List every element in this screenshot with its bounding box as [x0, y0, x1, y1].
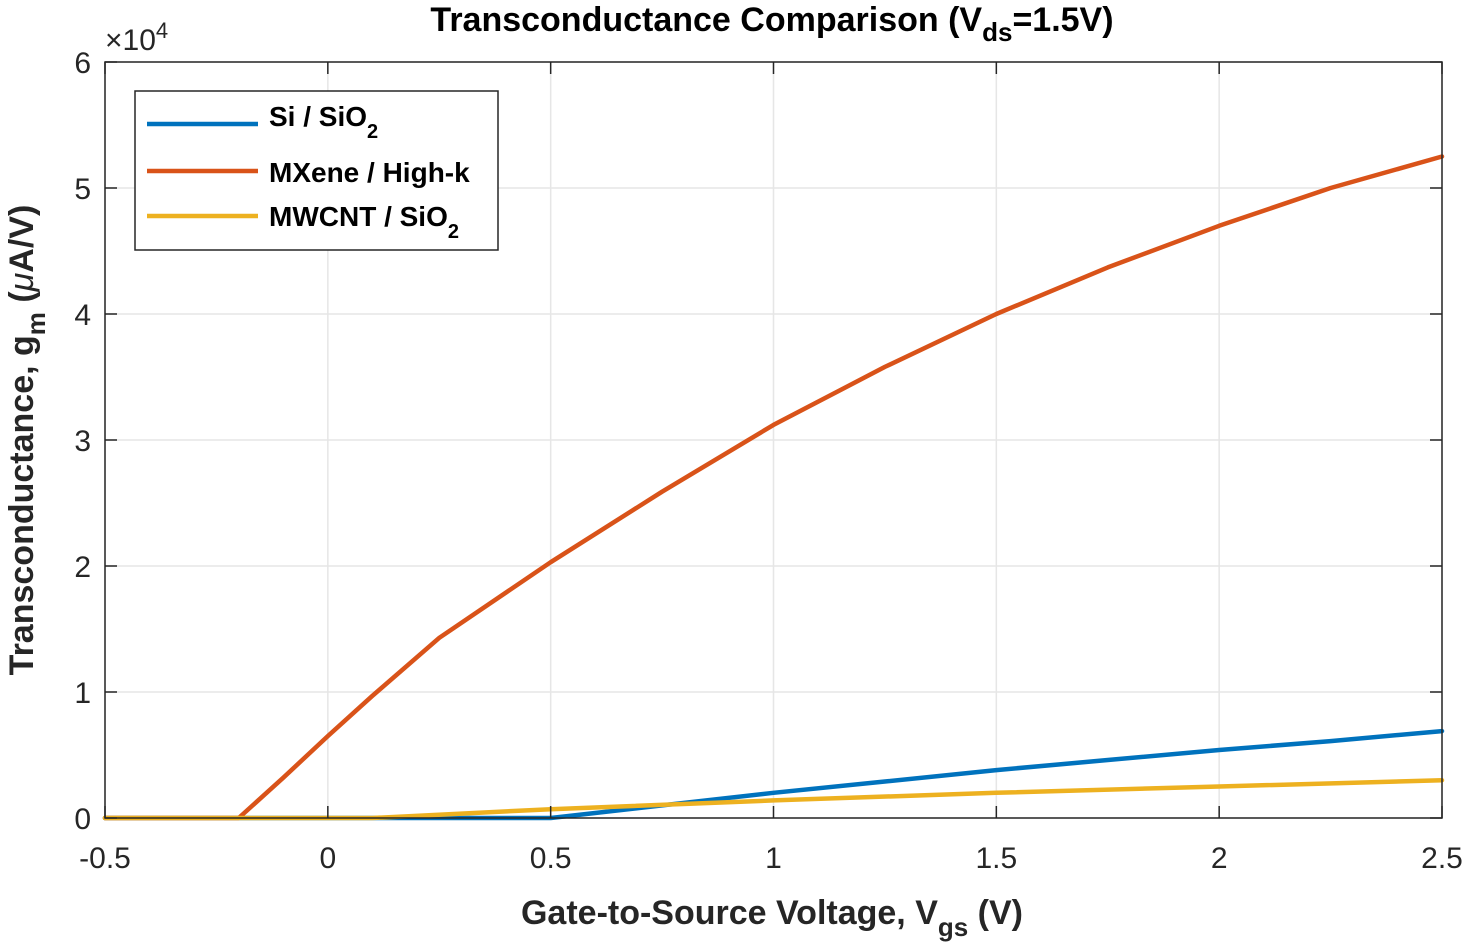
- x-tick-label: 2: [1211, 842, 1228, 875]
- chart-title-sub: ds: [982, 17, 1012, 47]
- legend-label-si: Si / SiO2: [269, 101, 378, 143]
- x-tick-label: -0.5: [79, 842, 131, 875]
- y-tick-label: 0: [74, 803, 91, 836]
- ticks: [104, 61, 1443, 819]
- y-tick-label: 1: [74, 677, 91, 710]
- y-tick-label: 5: [74, 173, 91, 206]
- x-tick-label: 1.5: [975, 842, 1017, 875]
- legend-label-mxene: MXene / High-k: [269, 157, 470, 188]
- y-tick-label: 4: [74, 299, 91, 332]
- legend-label-mwcnt: MWCNT / SiO2: [269, 201, 459, 243]
- chart-title: Transconductance Comparison (Vds=1.5V): [430, 1, 1113, 47]
- y-tick-label: 6: [74, 47, 91, 80]
- x-tick-label: 0.5: [530, 842, 572, 875]
- y-tick-label: 3: [74, 425, 91, 458]
- x-tick-label: 1: [765, 842, 782, 875]
- x-tick-label: 0: [319, 842, 336, 875]
- chart-title-main: Transconductance Comparison (V: [430, 1, 982, 39]
- y-exponent-label: ×104: [105, 18, 168, 57]
- tick-labels: -0.5 0 0.5 1 1.5 2 2.5 0 1 2 3 4 5 6: [74, 47, 1463, 875]
- y-axis-title: Transconductance, gm (μA/V): [3, 205, 51, 676]
- y-tick-label: 2: [74, 551, 91, 584]
- series-line-2: [102, 154, 1445, 821]
- x-axis-title: Gate-to-Source Voltage, Vgs (V): [521, 894, 1023, 942]
- x-tick-label: 2.5: [1421, 842, 1463, 875]
- chart-title-tail: =1.5V): [1012, 1, 1113, 39]
- legend: Si / SiO2 MXene / High-k MWCNT / SiO2: [134, 90, 499, 251]
